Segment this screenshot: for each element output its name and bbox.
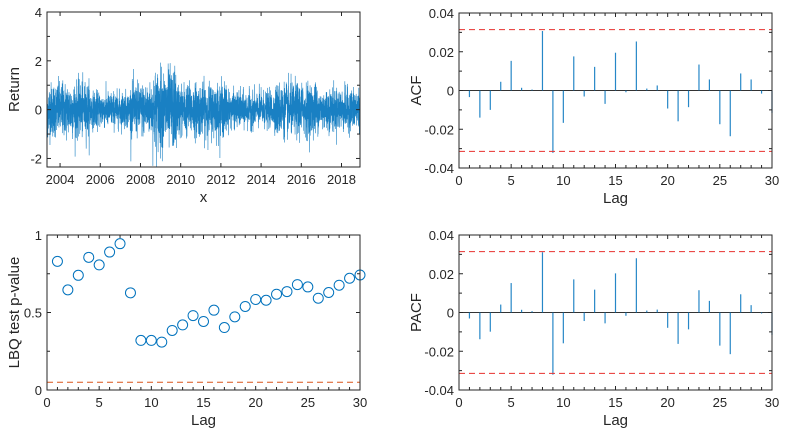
returns-ylabel: Return — [6, 67, 23, 112]
lbq-point-lag-29 — [344, 272, 356, 284]
lbq-point-lag-18 — [229, 311, 241, 323]
returns-ytick-label: 4 — [35, 5, 42, 20]
lbq-xtick-label: 5 — [96, 395, 103, 410]
pacf-ytick-label: 0 — [447, 306, 454, 321]
pacf-xtick-label: 10 — [556, 395, 570, 410]
acf-xtick-label: 5 — [508, 173, 515, 188]
lbq-xtick-label: 30 — [353, 395, 367, 410]
lbq-point-lag-13 — [177, 319, 189, 331]
returns-axes: 2004 2006 2008 2010 2012 2014 2016 2018 -2 0 2 4 x Re… — [6, 5, 361, 206]
returns-ytick-label: -2 — [30, 151, 42, 166]
pacf-xlabel: Lag — [603, 412, 628, 429]
acf-xtick-label: 15 — [608, 173, 622, 188]
pacf-ytick-label: 0.02 — [429, 267, 454, 282]
returns-xtick-label: 2012 — [206, 172, 235, 187]
lbq-point-lag-1 — [51, 255, 63, 267]
pacf-ytick-label: -0.02 — [424, 344, 454, 359]
acf-ytick-label: -0.02 — [424, 122, 454, 137]
acf-axes: 0 5 10 15 20 25 30 -0.04 -0.02 0 0.02 0.04 Lag ACF — [408, 6, 779, 207]
returns-xtick-label: 2004 — [46, 172, 75, 187]
lbq-point-lag-15 — [198, 315, 209, 327]
pacf-ytick-label: -0.04 — [424, 383, 454, 398]
lbq-point-lag-16 — [208, 304, 220, 316]
acf-ytick-label: 0.04 — [429, 6, 454, 21]
pacf-xtick-label: 5 — [508, 395, 515, 410]
returns-xlabel: x — [200, 189, 208, 206]
lbq-xtick-label: 0 — [43, 395, 50, 410]
returns-xtick-label: 2008 — [126, 172, 155, 187]
pacf-xtick-label: 0 — [455, 395, 462, 410]
lbq-point-lag-28 — [333, 279, 345, 291]
lbq-point-lag-5 — [93, 259, 105, 271]
acf-xlabel: Lag — [603, 190, 628, 207]
pacf-axes: 0 5 10 15 20 25 30 -0.04 -0.02 0 0.02 0.04 Lag PACF — [408, 228, 779, 429]
lbq-point-lag-7 — [114, 238, 126, 250]
lbq-point-lag-4 — [83, 251, 95, 263]
lbq-point-lag-8 — [124, 287, 136, 299]
pacf-xtick-label: 20 — [660, 395, 674, 410]
lbq-ytick-label: 0 — [35, 383, 42, 398]
lbq-point-lag-19 — [239, 300, 251, 312]
pacf-ylabel: PACF — [408, 293, 425, 332]
lbq-point-lag-24 — [291, 279, 303, 291]
pacf-xtick-label: 30 — [765, 395, 779, 410]
returns-xtick-label: 2016 — [287, 172, 316, 187]
returns-xtick-label: 2010 — [166, 172, 195, 187]
lbq-point-lag-10 — [145, 334, 157, 346]
acf-xtick-label: 0 — [455, 173, 462, 188]
acf-xtick-label: 20 — [660, 173, 674, 188]
acf-xtick-label: 25 — [713, 173, 727, 188]
returns-xtick-label: 2014 — [247, 172, 276, 187]
acf-ytick-label: -0.04 — [424, 161, 454, 176]
returns-axes-box — [46, 11, 361, 168]
lbq-point-lag-12 — [166, 324, 178, 336]
lbq-xtick-label: 10 — [144, 395, 158, 410]
lbq-point-lag-11 — [156, 336, 168, 348]
lbq-xtick-label: 15 — [196, 395, 210, 410]
acf-ytick-label: 0 — [447, 84, 454, 99]
lbq-ylabel: LBQ test p-value — [6, 257, 23, 369]
lbq-point-lag-3 — [72, 269, 84, 281]
acf-xtick-label: 10 — [556, 173, 570, 188]
lbq-ytick-label: 0.5 — [24, 306, 42, 321]
lbq-point-lag-23 — [281, 286, 293, 298]
returns-series-line — [46, 62, 361, 168]
returns-plot-area — [46, 62, 361, 168]
lbq-point-lag-17 — [218, 322, 230, 334]
lbq-point-lag-2 — [62, 284, 74, 296]
acf-plot-area — [459, 29, 773, 153]
returns-xtick-label: 2018 — [327, 172, 356, 187]
lbq-point-lag-26 — [312, 292, 324, 304]
lbq-point-lag-22 — [271, 288, 283, 300]
lbq-xtick-label: 20 — [248, 395, 262, 410]
lbq-axes: 0 5 10 15 20 25 30 0 0.5 1 Lag LBQ test p-value — [6, 228, 367, 429]
lbq-point-lag-21 — [260, 294, 272, 306]
pacf-plot-area — [459, 251, 773, 375]
lbq-point-lag-27 — [323, 287, 335, 299]
returns-ytick-label: 0 — [35, 103, 42, 118]
lbq-xlabel: Lag — [191, 412, 216, 429]
lbq-point-lag-14 — [187, 310, 199, 322]
returns-ytick-label: 2 — [35, 54, 42, 69]
pacf-xtick-label: 25 — [713, 395, 727, 410]
lbq-xtick-label: 25 — [301, 395, 315, 410]
acf-ytick-label: 0.02 — [429, 45, 454, 60]
lbq-point-lag-20 — [250, 293, 262, 305]
returns-xtick-label: 2006 — [86, 172, 115, 187]
lbq-ytick-label: 1 — [35, 228, 42, 243]
lbq-point-lag-9 — [135, 334, 147, 346]
lbq-plot-area — [47, 238, 366, 383]
lbq-point-lag-6 — [104, 246, 116, 258]
pacf-ytick-label: 0.04 — [429, 228, 454, 243]
pacf-xtick-label: 15 — [608, 395, 622, 410]
acf-ylabel: ACF — [408, 76, 425, 106]
acf-xtick-label: 30 — [765, 173, 779, 188]
lbq-point-lag-25 — [302, 281, 314, 293]
